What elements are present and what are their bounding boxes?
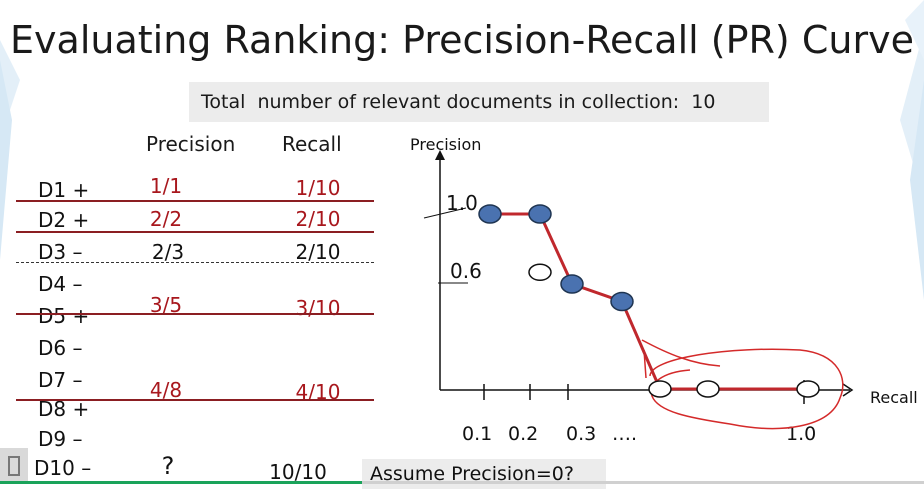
open-point-4 [796, 380, 820, 398]
open-point-2 [648, 380, 672, 398]
pr-curve-chart: Precision Recall 1.0 0.6 0.1 0.2 0.3 …. … [410, 135, 918, 445]
x-tick-label-1-0: 1.0 [786, 423, 816, 445]
doc-d4: D4 – [38, 272, 83, 296]
open-point-1 [528, 263, 552, 282]
doc-d9: D9 – [38, 427, 83, 451]
doc-d1: D1 + [38, 178, 90, 202]
y-tick-label-1-0: 1.0 [446, 191, 478, 215]
doc-d6: D6 – [38, 336, 83, 360]
precision-d2: 2/2 [149, 207, 183, 231]
video-progress-bar[interactable] [0, 481, 924, 484]
pr-curve-line [490, 212, 808, 391]
recall-d10: 10/10 [269, 460, 327, 484]
pen-tool-icon [8, 456, 20, 476]
precision-d1: 1/1 [149, 174, 183, 198]
doc-d7: D7 – [38, 368, 83, 392]
slide-title: Evaluating Ranking: Precision-Recall (PR… [10, 18, 914, 62]
presenter-tool-button[interactable] [0, 448, 28, 484]
row-line-d3 [16, 262, 374, 263]
video-progress-fill [0, 481, 362, 484]
x-axis-label: Recall [870, 388, 918, 407]
filled-point-3 [560, 274, 584, 294]
recall-d3: 2/10 [295, 240, 341, 264]
relevant-row-line-d2 [16, 231, 374, 233]
x-tick-label-0-2: 0.2 [508, 423, 538, 445]
filled-point-4 [610, 291, 634, 312]
precision-assumption-note: Assume Precision=0? [362, 459, 606, 489]
y-axis-label: Precision [410, 135, 481, 154]
recall-d5: 3/10 [295, 296, 341, 320]
precision-d3: 2/3 [151, 240, 185, 264]
precision-header: Precision [146, 132, 236, 156]
precision-d8: 4/8 [149, 378, 183, 402]
recall-d2: 2/10 [295, 207, 341, 231]
open-point-3 [696, 380, 720, 398]
x-tick-label-0-3: 0.3 [566, 423, 596, 445]
filled-point-2 [528, 204, 552, 224]
doc-d10: D10 – [34, 456, 92, 480]
recall-header: Recall [282, 132, 342, 156]
x-tick-label-0-1: 0.1 [462, 423, 492, 445]
relevant-row-line-d8 [16, 399, 374, 401]
x-tick-label-ellipsis: …. [612, 423, 637, 445]
relevant-count-banner: Total number of relevant documents in co… [189, 82, 769, 122]
y-tick-label-0-6: 0.6 [450, 259, 482, 283]
y-axis [435, 150, 445, 390]
y-tick-1-0 [423, 207, 467, 219]
doc-d5: D5 + [38, 304, 90, 328]
doc-d2: D2 + [38, 208, 90, 232]
precision-d10: ? [161, 452, 175, 480]
filled-point-1 [478, 204, 502, 224]
recall-d1: 1/10 [295, 176, 341, 200]
relevant-row-line-d5 [16, 313, 374, 315]
relevant-row-line-d1 [16, 200, 374, 202]
doc-d3: D3 – [38, 240, 83, 264]
doc-d8: D8 + [38, 397, 90, 421]
